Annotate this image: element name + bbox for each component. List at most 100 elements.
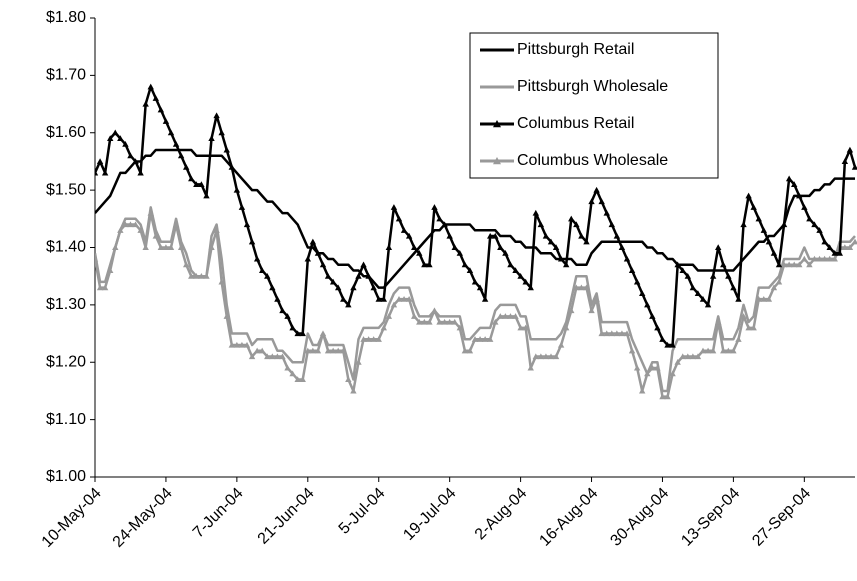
marker [603,330,610,337]
marker [730,347,737,354]
marker [253,255,261,262]
marker [431,307,438,314]
marker [416,318,423,325]
marker [360,261,367,268]
marker [289,324,296,331]
x-tick-label: 24-May-04 [110,485,176,551]
marker [775,261,783,268]
marker [760,295,767,302]
marker [816,255,823,262]
marker [796,261,803,268]
marker [679,267,686,274]
marker [193,181,200,187]
marker [801,204,808,210]
marker [421,261,428,268]
marker [355,359,362,365]
marker [243,341,251,348]
marker [107,135,114,142]
marker [147,209,154,216]
marker [796,192,803,199]
marker [517,324,524,331]
marker [461,347,469,354]
marker [324,272,332,279]
x-tick-label: 5-Jul-04 [336,485,389,538]
marker [740,313,747,319]
marker [395,295,403,302]
marker [340,295,347,302]
marker [253,347,261,354]
marker [841,158,849,164]
marker [715,244,722,251]
marker [299,330,306,337]
marker [522,324,529,331]
marker [517,272,524,279]
marker [451,318,458,325]
marker [492,318,499,325]
marker [426,318,433,325]
marker [552,353,560,360]
marker [507,313,514,319]
marker [319,261,327,268]
marker [471,336,479,342]
marker [340,347,347,354]
marker [775,278,783,285]
marker [172,141,180,147]
marker [329,347,337,354]
marker [623,330,631,337]
marker [385,313,393,319]
marker [324,347,332,354]
marker [568,307,575,314]
marker [299,376,306,383]
marker [674,359,681,365]
marker [608,330,615,337]
marker [274,353,281,360]
marker [269,353,276,360]
marker [740,221,747,228]
marker [704,347,712,354]
marker [101,284,109,291]
marker [669,341,676,348]
marker [466,267,474,274]
marker [633,364,641,371]
marker [664,393,671,400]
marker [95,169,99,176]
marker [750,324,757,331]
marker [400,295,408,302]
marker [846,146,854,153]
marker [441,221,448,228]
marker [274,295,281,302]
x-tick-label: 21-Jun-04 [255,485,318,548]
marker [507,261,514,268]
marker [395,215,403,222]
marker [416,250,423,256]
marker [264,272,271,279]
marker [461,261,469,268]
marker [770,284,778,291]
marker [720,347,727,354]
marker [618,330,626,337]
marker [355,272,362,279]
marker [497,244,504,251]
marker [476,336,484,342]
marker [122,221,129,228]
legend-label: Columbus Wholesale [517,152,668,169]
marker [188,175,195,182]
y-tick-label: $1.10 [46,411,86,428]
marker [664,341,671,348]
marker [694,290,702,296]
marker [578,232,585,239]
marker [350,387,357,394]
marker [694,353,702,360]
marker [162,118,170,124]
y-tick-label: $1.70 [46,67,86,84]
marker [188,272,195,279]
marker [385,244,393,251]
marker [112,129,119,136]
marker [481,336,489,342]
marker [198,272,205,279]
y-tick-label: $1.20 [46,353,86,370]
marker [122,141,129,147]
x-tick-label: 2-Aug-04 [472,485,531,544]
marker [441,318,448,325]
